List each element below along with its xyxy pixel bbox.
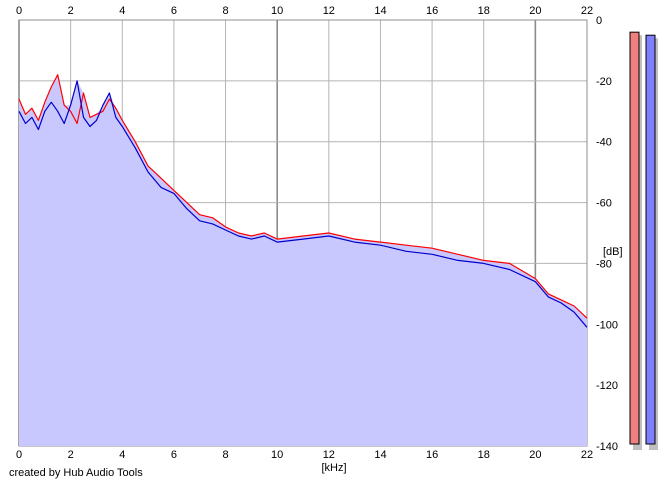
level-meter-left (629, 31, 640, 445)
x-tick-label-top: 22 (581, 5, 593, 17)
x-tick-label-bottom: 14 (374, 449, 386, 461)
x-tick-label-top: 18 (478, 5, 490, 17)
x-tick-label-top: 16 (426, 5, 438, 17)
x-tick-label-bottom: 8 (222, 449, 228, 461)
tick-labels: 002244668810101212141416161818202022220-… (16, 5, 618, 461)
y-axis-label: [dB] (603, 246, 623, 258)
x-tick-label-bottom: 12 (323, 449, 335, 461)
level-meters (629, 31, 658, 451)
credit-text: created by Hub Audio Tools (9, 467, 143, 479)
spectrum-fill (19, 74, 587, 447)
x-tick-label-top: 12 (323, 5, 335, 17)
x-tick-label-top: 2 (68, 5, 74, 17)
x-tick-label-bottom: 0 (16, 449, 22, 461)
x-tick-label-bottom: 10 (271, 449, 283, 461)
right-channel-line (18, 80, 588, 328)
spectrum-series (18, 74, 588, 328)
x-tick-label-bottom: 16 (426, 449, 438, 461)
x-tick-label-bottom: 2 (68, 449, 74, 461)
x-tick-label-top: 6 (171, 5, 177, 17)
y-tick-label: -20 (596, 76, 612, 88)
x-tick-label-top: 20 (529, 5, 541, 17)
x-axis-label: [kHz] (321, 462, 346, 474)
y-tick-label: -140 (596, 441, 618, 453)
y-tick-label: -40 (596, 137, 612, 149)
y-tick-label: -80 (596, 258, 612, 270)
x-tick-label-bottom: 22 (581, 449, 593, 461)
x-tick-label-top: 8 (222, 5, 228, 17)
y-tick-label: -100 (596, 319, 618, 331)
x-tick-label-bottom: 6 (171, 449, 177, 461)
y-tick-label: 0 (596, 15, 602, 27)
y-tick-label: -60 (596, 198, 612, 210)
y-tick-label: -120 (596, 380, 618, 392)
x-tick-label-top: 10 (271, 5, 283, 17)
x-tick-label-top: 0 (16, 5, 22, 17)
x-tick-label-bottom: 18 (478, 449, 490, 461)
level-meter-right (645, 34, 656, 445)
x-tick-label-bottom: 20 (529, 449, 541, 461)
x-tick-label-top: 14 (374, 5, 386, 17)
x-tick-label-top: 4 (119, 5, 125, 17)
spectrum-area (19, 74, 587, 447)
x-tick-label-bottom: 4 (119, 449, 125, 461)
left-channel-line (18, 74, 588, 319)
